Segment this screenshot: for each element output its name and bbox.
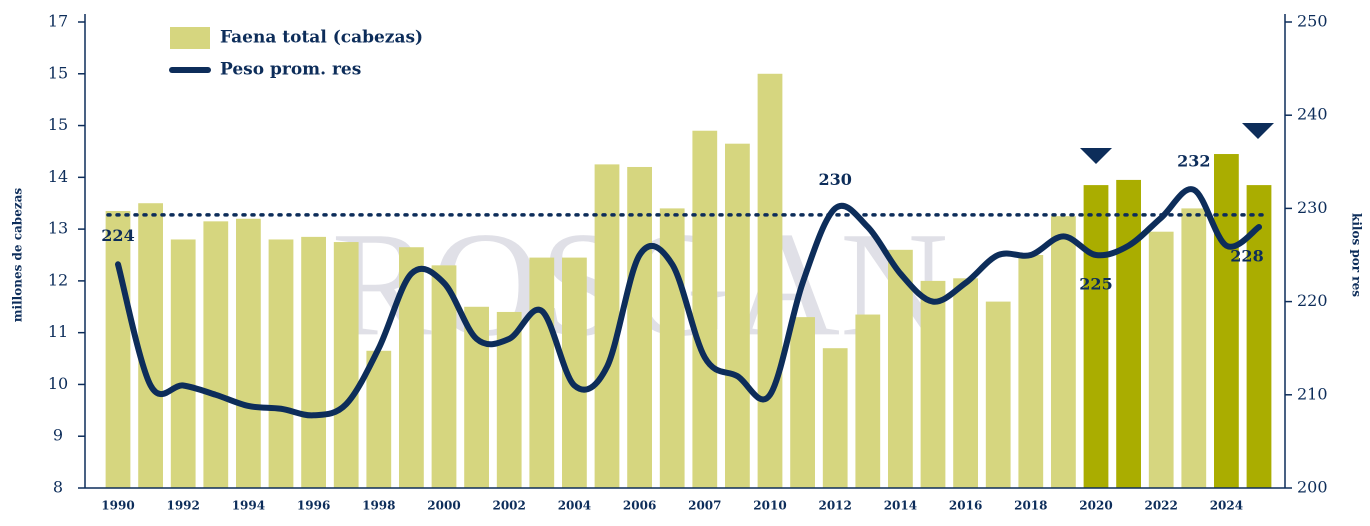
bar xyxy=(464,307,489,488)
y2-tick-label: 240 xyxy=(1297,105,1328,124)
x-tick-label: 2002 xyxy=(492,499,525,513)
x-tick-label: 2006 xyxy=(623,499,656,513)
bar xyxy=(725,144,750,488)
bar xyxy=(953,278,978,488)
bar xyxy=(138,203,163,488)
bar xyxy=(269,239,294,488)
bar xyxy=(203,221,228,488)
y-tick-label: 10 xyxy=(48,374,68,393)
bar xyxy=(529,258,554,488)
bar xyxy=(692,131,717,488)
legend-label: Faena total (cabezas) xyxy=(220,28,423,48)
bar xyxy=(986,302,1011,488)
bar xyxy=(236,219,261,488)
bar xyxy=(1214,154,1239,488)
bar xyxy=(1084,185,1109,488)
x-tick-label: 2007 xyxy=(688,499,721,513)
x-tick-label: 1992 xyxy=(166,499,199,513)
y-axis-label: millones de cabezas xyxy=(11,188,25,323)
x-tick-label: 2012 xyxy=(818,499,851,513)
x-tick-label: 1994 xyxy=(232,499,265,513)
y-tick-label: 15 xyxy=(48,63,68,82)
chart: ROSGAN millones de cabezas kilos por res… xyxy=(0,0,1370,522)
x-tick-label: 1990 xyxy=(101,499,134,513)
bar xyxy=(334,242,359,488)
x-tick-label: 2000 xyxy=(427,499,460,513)
marker-arrow xyxy=(1242,123,1274,139)
y2-tick-label: 210 xyxy=(1297,384,1328,403)
bar xyxy=(921,281,946,488)
x-tick-label: 2022 xyxy=(1144,499,1177,513)
y-tick-label: 8 xyxy=(53,478,63,497)
bar xyxy=(1149,232,1174,488)
x-tick-label: 1996 xyxy=(297,499,330,513)
y-tick-label: 12 xyxy=(48,270,68,289)
y2-tick-label: 220 xyxy=(1297,291,1328,310)
x-tick-label: 2016 xyxy=(949,499,982,513)
x-tick-label: 2010 xyxy=(753,499,786,513)
data-label: 230 xyxy=(818,170,851,189)
bar xyxy=(301,237,326,488)
y-tick-label: 13 xyxy=(48,219,68,238)
x-tick-label: 2018 xyxy=(1014,499,1047,513)
data-label: 228 xyxy=(1230,247,1263,266)
bar xyxy=(790,317,815,488)
bar xyxy=(1116,180,1141,488)
marker-arrow xyxy=(1080,148,1112,164)
x-tick-label: 2024 xyxy=(1210,499,1243,513)
data-label: 225 xyxy=(1079,275,1112,294)
bar xyxy=(106,211,131,488)
y2-tick-label: 250 xyxy=(1297,12,1328,31)
bar xyxy=(171,239,196,488)
y-tick-label: 11 xyxy=(48,322,68,341)
bar xyxy=(1051,216,1076,488)
x-tick-label: 1998 xyxy=(362,499,395,513)
bar xyxy=(595,164,620,488)
y2-tick-label: 200 xyxy=(1297,478,1328,497)
x-tick-label: 2004 xyxy=(558,499,591,513)
bar xyxy=(855,315,880,488)
y-tick-label: 15 xyxy=(48,115,68,134)
x-tick-label: 2020 xyxy=(1079,499,1112,513)
bar xyxy=(1181,208,1206,488)
y2-axis-label: kilos por res xyxy=(1350,213,1364,297)
data-label: 232 xyxy=(1177,151,1210,170)
data-label: 224 xyxy=(101,226,134,245)
y-tick-label: 9 xyxy=(53,426,63,445)
legend-swatch xyxy=(170,27,210,49)
y-tick-label: 17 xyxy=(48,12,68,31)
legend-label: Peso prom. res xyxy=(220,60,361,80)
y2-tick-label: 230 xyxy=(1297,198,1328,217)
bar xyxy=(758,74,783,488)
bar xyxy=(1018,255,1043,488)
y-tick-label: 14 xyxy=(48,167,68,186)
bar xyxy=(823,348,848,488)
x-tick-label: 2014 xyxy=(884,499,917,513)
